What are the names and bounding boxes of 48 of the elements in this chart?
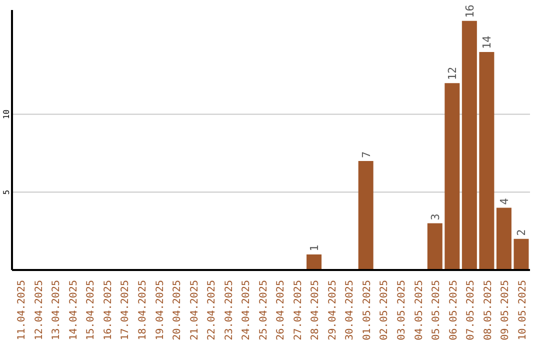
x-tick-label: 18.04.2025 — [138, 280, 148, 340]
data-label: 7 — [360, 151, 373, 158]
x-tick-label: 06.05.2025 — [448, 280, 460, 340]
x-tick-label: 23.04.2025 — [224, 280, 235, 340]
data-label: 14 — [480, 35, 494, 50]
y-tick-label: 10 — [2, 109, 11, 120]
bar — [306, 254, 322, 270]
x-tick-label: 26.04.2025 — [276, 280, 287, 340]
x-tick-label: 08.05.2025 — [482, 280, 494, 340]
bar — [462, 20, 477, 270]
x-tick-label: 28.04.2025 — [310, 280, 322, 340]
data-label: 3 — [428, 214, 442, 220]
x-tick-label: 17.04.2025 — [120, 280, 132, 340]
x-tick-label: 13.04.2025 — [51, 280, 62, 340]
x-tick-label: 05.05.2025 — [431, 280, 442, 340]
x-tick-label: 15.04.2025 — [86, 280, 97, 340]
x-tick-label: 22.04.2025 — [206, 280, 218, 340]
x-tick-label: 24.04.2025 — [241, 280, 252, 340]
x-tick-label: 27.04.2025 — [292, 280, 304, 340]
x-tick-label: 04.05.2025 — [414, 280, 425, 340]
x-tick-label: 21.04.2025 — [189, 280, 200, 340]
x-tick-label: 16.04.2025 — [102, 280, 114, 340]
data-label: 16 — [463, 4, 476, 18]
data-label: 1 — [308, 244, 322, 252]
bar — [358, 161, 374, 270]
x-tick-label: 14.04.2025 — [68, 280, 80, 340]
data-label: 12 — [446, 66, 460, 80]
y-tick-label: 5 — [2, 190, 11, 195]
x-tick-label: 30.04.2025 — [344, 280, 356, 340]
x-tick-label: 20.04.2025 — [172, 280, 184, 340]
x-tick-label: 02.05.2025 — [379, 280, 390, 340]
data-label: 4 — [498, 198, 511, 205]
bar — [496, 208, 512, 270]
x-tick-label: 25.04.2025 — [258, 280, 270, 340]
x-tick-label: 10.05.2025 — [517, 280, 528, 340]
x-tick-label: 07.05.2025 — [466, 280, 477, 340]
bar — [479, 52, 494, 270]
x-tick-label: 11.04.2025 — [16, 280, 28, 340]
x-tick-label: 19.04.2025 — [154, 280, 166, 340]
x-tick-label: 03.05.2025 — [396, 280, 408, 340]
x-tick-label: 01.05.2025 — [362, 280, 373, 340]
bar — [427, 223, 442, 270]
bar — [444, 83, 460, 270]
x-tick-label: 12.04.2025 — [34, 280, 45, 340]
x-tick-label: 09.05.2025 — [500, 280, 512, 340]
x-tick-label: 29.04.2025 — [327, 280, 338, 340]
data-label: 2 — [515, 229, 528, 236]
bar — [514, 238, 529, 270]
